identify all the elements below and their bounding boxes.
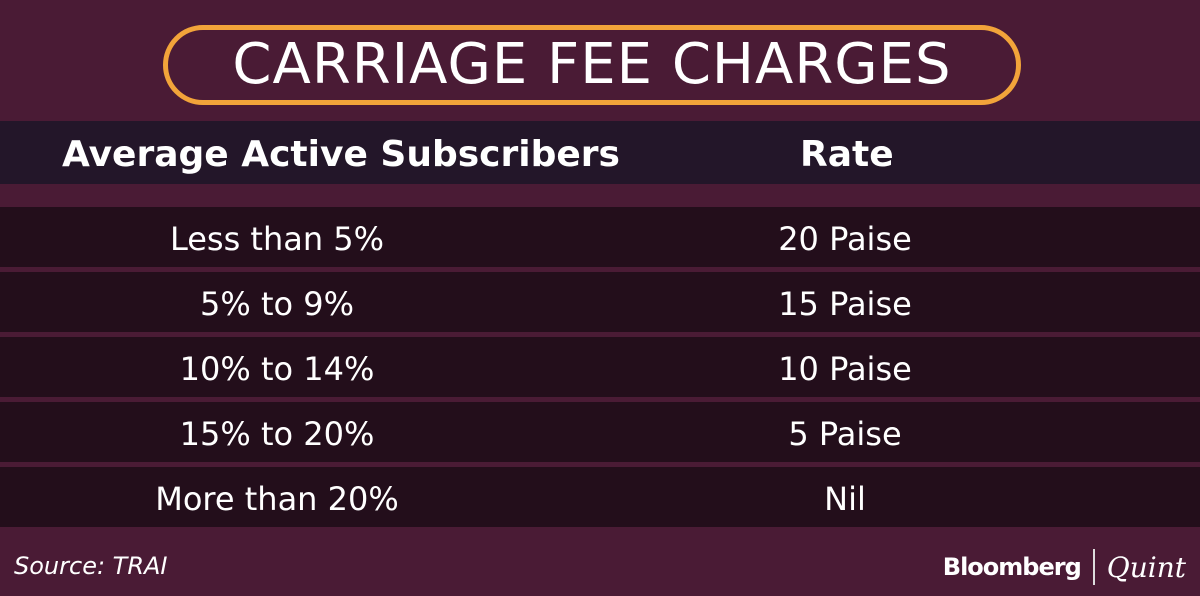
rate-cell: 15 Paise — [778, 285, 912, 323]
table-row: 10% to 14% 10 Paise — [0, 337, 1200, 397]
source-note: Source: TRAI — [14, 552, 168, 580]
rate-cell: 10 Paise — [778, 350, 912, 388]
title: CARRIAGE FEE CHARGES — [232, 32, 952, 97]
column-header: Rate — [800, 134, 894, 175]
table-row: 15% to 20% 5 Paise — [0, 402, 1200, 462]
title-banner: CARRIAGE FEE CHARGES — [163, 25, 1021, 105]
table-row: 5% to 9% 15 Paise — [0, 272, 1200, 332]
subscribers-cell: 5% to 9% — [200, 285, 354, 323]
table-row: Less than 5% 20 Paise — [0, 207, 1200, 267]
column-header: Average Active Subscribers — [62, 134, 620, 175]
table-row: More than 20% Nil — [0, 467, 1200, 527]
subscribers-cell: 10% to 14% — [179, 350, 375, 388]
logo-bloomberg: Bloomberg — [942, 553, 1082, 581]
subscribers-cell: 15% to 20% — [179, 415, 375, 453]
rate-cell: Nil — [824, 480, 866, 518]
subscribers-cell: Less than 5% — [169, 220, 385, 258]
subscribers-cell: More than 20% — [155, 480, 399, 518]
logo: Bloomberg Quint — [943, 549, 1186, 585]
table-header: Average Active Subscribers Rate — [0, 121, 1200, 184]
logo-quint: Quint — [1106, 550, 1186, 584]
rate-cell: 20 Paise — [778, 220, 912, 258]
logo-divider — [1092, 549, 1095, 585]
rate-cell: 5 Paise — [788, 415, 902, 453]
